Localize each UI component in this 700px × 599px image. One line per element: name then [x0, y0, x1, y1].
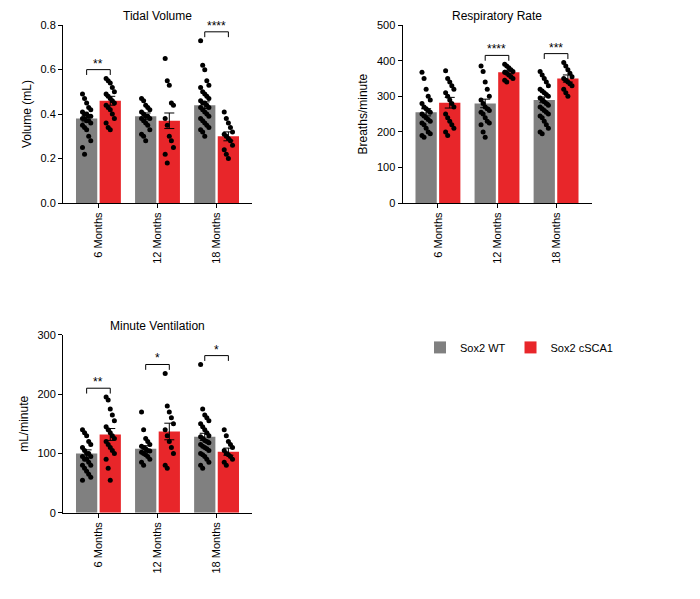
svg-text:6 Months: 6 Months [92, 522, 104, 568]
svg-text:0.0: 0.0 [41, 197, 56, 209]
svg-text:Minute Ventilation: Minute Ventilation [110, 319, 205, 333]
svg-text:18 Months: 18 Months [550, 212, 562, 264]
svg-text:200: 200 [37, 388, 55, 400]
svg-text:200: 200 [377, 126, 395, 138]
svg-text:6 Months: 6 Months [92, 212, 104, 258]
svg-text:18 Months: 18 Months [210, 212, 222, 264]
svg-text:*: * [214, 343, 219, 357]
svg-text:Sox2 WT: Sox2 WT [460, 342, 506, 354]
svg-text:Tidal Volume: Tidal Volume [123, 9, 192, 23]
svg-text:0.8: 0.8 [41, 19, 56, 31]
svg-text:0: 0 [389, 197, 395, 209]
svg-text:100: 100 [37, 447, 55, 459]
svg-text:***: *** [549, 41, 563, 55]
svg-text:Respiratory Rate: Respiratory Rate [452, 9, 542, 23]
svg-text:100: 100 [377, 161, 395, 173]
svg-text:mL/minute: mL/minute [17, 395, 31, 451]
svg-text:**: ** [93, 375, 103, 389]
svg-text:0.4: 0.4 [41, 108, 56, 120]
svg-text:Volume (mL): Volume (mL) [20, 80, 34, 148]
svg-text:12 Months: 12 Months [151, 522, 163, 574]
svg-text:400: 400 [377, 55, 395, 67]
svg-text:0: 0 [50, 507, 56, 519]
svg-text:0.6: 0.6 [41, 63, 56, 75]
svg-text:**: ** [93, 57, 103, 71]
svg-text:*: * [155, 351, 160, 365]
svg-text:500: 500 [377, 19, 395, 31]
svg-text:****: **** [207, 19, 226, 33]
svg-text:Sox2 cSCA1: Sox2 cSCA1 [551, 342, 613, 354]
svg-text:18 Months: 18 Months [210, 522, 222, 574]
svg-text:12 Months: 12 Months [151, 212, 163, 264]
svg-text:300: 300 [37, 329, 55, 341]
svg-text:6 Months: 6 Months [432, 212, 444, 258]
svg-text:Breaths/minute: Breaths/minute [356, 73, 370, 154]
svg-text:0.2: 0.2 [41, 152, 56, 164]
svg-text:300: 300 [377, 90, 395, 102]
svg-text:****: **** [487, 42, 506, 56]
svg-text:12 Months: 12 Months [491, 212, 503, 264]
